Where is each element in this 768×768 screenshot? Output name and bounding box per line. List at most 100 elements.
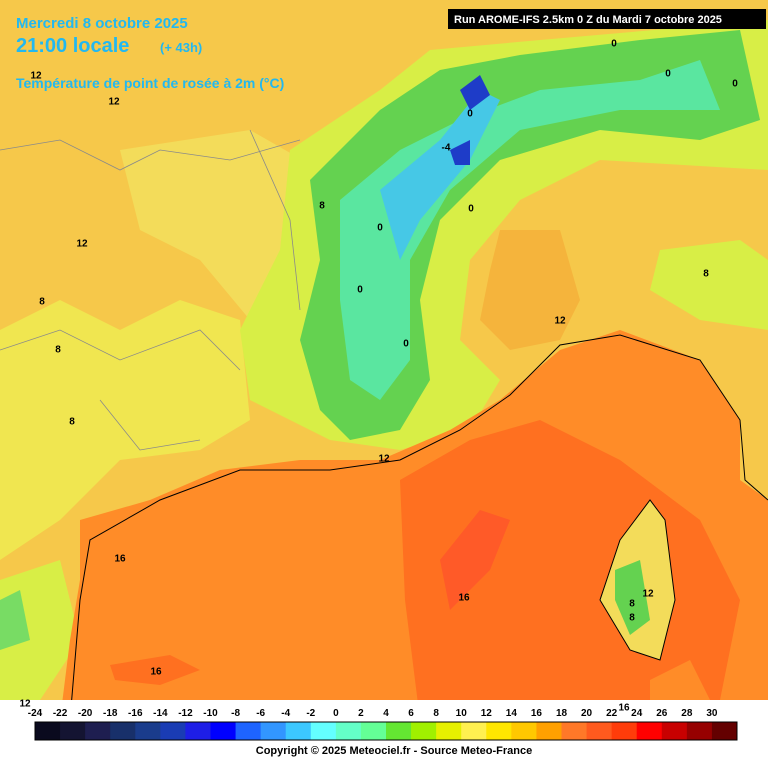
contour-label: 8 [629, 599, 635, 610]
land-zone [300, 30, 760, 440]
scale-cell [661, 722, 688, 740]
scale-label: -24 [28, 708, 43, 719]
scale-label: 12 [481, 708, 493, 719]
scale-label: -10 [203, 708, 218, 719]
scale-label: 0 [333, 708, 339, 719]
scale-label: 28 [681, 708, 693, 719]
land-zone [0, 300, 250, 560]
scale-label: 16 [531, 708, 543, 719]
contour-label: 12 [378, 454, 390, 465]
scale-cell [135, 722, 161, 740]
scale-border [34, 721, 738, 741]
scale-cell [85, 722, 111, 740]
contour-label: 0 [611, 39, 617, 50]
contour-label: 8 [703, 269, 709, 280]
contour-label: 16 [114, 554, 126, 565]
scale-cell [386, 722, 412, 740]
scale-cell [285, 722, 312, 740]
land-zone [0, 590, 30, 650]
contour-label: -4 [442, 143, 451, 154]
scale-cell [436, 722, 462, 740]
scale-cell [210, 722, 237, 740]
admin-border [0, 129, 301, 451]
scale-cell [310, 722, 337, 740]
scale-cell [60, 722, 86, 740]
contour-label: 16 [150, 667, 162, 678]
scale-label: 4 [383, 708, 389, 719]
scale-label: -8 [231, 708, 240, 719]
contour-label: 8 [629, 613, 635, 624]
contour-label: 0 [467, 109, 473, 120]
contour-label: 0 [468, 204, 474, 215]
scale-cell [185, 722, 211, 740]
contour-label: 16 [618, 703, 630, 714]
contour-label: 0 [665, 69, 671, 80]
scale-label: -22 [53, 708, 68, 719]
scale-label: 22 [606, 708, 618, 719]
contour-label: 8 [69, 417, 75, 428]
scale-label: 30 [706, 708, 718, 719]
contour-label: 0 [732, 79, 738, 90]
contour-label: 12 [642, 589, 654, 600]
scale-cell [711, 722, 738, 740]
island [615, 560, 650, 635]
scale-cell [536, 722, 562, 740]
scale-cell [611, 722, 638, 740]
contour-label: 8 [55, 345, 61, 356]
scale-label: -18 [103, 708, 118, 719]
contour-label: 8 [39, 297, 45, 308]
land-zone [380, 90, 500, 260]
contour-label: 12 [30, 71, 42, 82]
scale-label: -2 [306, 708, 315, 719]
run-info: Run AROME-IFS 2.5km 0 Z du Mardi 7 octob… [454, 14, 722, 26]
sea-zone [440, 510, 510, 610]
lead-time: (+ 43h) [160, 40, 202, 55]
scale-label: -20 [78, 708, 93, 719]
coastline [69, 334, 768, 721]
coastline [599, 499, 676, 661]
parameter: Température de point de rosée à 2m (°C) [16, 75, 284, 91]
land-zone [480, 230, 580, 350]
contour-label: 12 [554, 316, 566, 327]
contour-label: 12 [19, 699, 31, 710]
scale-cell [235, 722, 262, 740]
date: Mercredi 8 octobre 2025 [16, 15, 188, 32]
scale-label: 14 [506, 708, 518, 719]
scale-label: 26 [656, 708, 668, 719]
scale-label: -14 [153, 708, 168, 719]
contour-label: 8 [319, 201, 325, 212]
run-box [448, 9, 766, 29]
scale-label: -6 [256, 708, 265, 719]
scale-cell [586, 722, 613, 740]
scale-cell [160, 722, 186, 740]
scale-label: 6 [408, 708, 414, 719]
contour-label: 12 [76, 239, 88, 250]
scale-label: 24 [631, 708, 643, 719]
scale-cell [260, 722, 287, 740]
copyright: Copyright © 2025 Meteociel.fr - Source M… [256, 745, 532, 757]
scale-cell [411, 722, 437, 740]
time: 21:00 locale [16, 35, 129, 57]
scale-cell [461, 722, 487, 740]
contour-label: 16 [458, 593, 470, 604]
scale-cell [686, 722, 713, 740]
scale-cell [335, 722, 362, 740]
scale-cell [636, 722, 663, 740]
scale-cell [35, 722, 61, 740]
land-zone [450, 75, 490, 165]
scale-label: -16 [128, 708, 143, 719]
scale-label: 18 [556, 708, 568, 719]
scale-label: 2 [358, 708, 364, 719]
contour-label: 0 [357, 285, 363, 296]
scale-cell [561, 722, 588, 740]
contour-label: 12 [108, 97, 120, 108]
scale-cell [110, 722, 136, 740]
scale-label: -12 [178, 708, 193, 719]
contour-label: 0 [377, 223, 383, 234]
scale-cell [486, 722, 512, 740]
scale-label: 8 [433, 708, 439, 719]
contour-label: 0 [403, 339, 409, 350]
scale-label: 10 [456, 708, 468, 719]
scale-label: 20 [581, 708, 593, 719]
